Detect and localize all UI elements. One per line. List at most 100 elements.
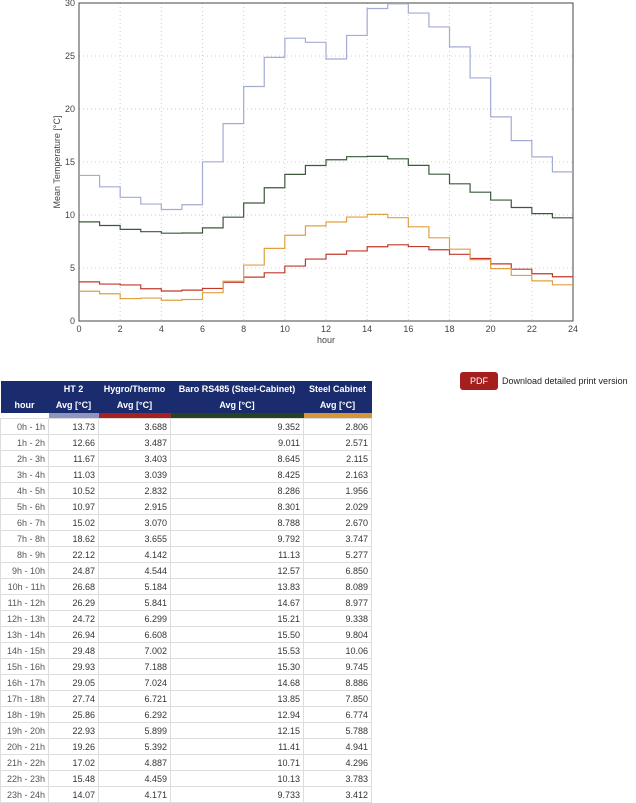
hour-cell: 11h - 12h <box>0 594 49 611</box>
hourly-table: HT 2 Hygro/Thermo Baro RS485 (Steel-Cabi… <box>0 381 372 803</box>
value-cell: 11.03 <box>48 466 99 483</box>
table-row: 9h - 10h 24.87 4.544 12.57 6.850 <box>0 562 372 579</box>
value-cell: 24.72 <box>48 610 99 627</box>
value-cell: 22.12 <box>48 546 99 563</box>
value-cell: 22.93 <box>48 722 99 739</box>
value-cell: 3.070 <box>98 514 171 531</box>
table-row: 2h - 3h 11.67 3.403 8.645 2.115 <box>0 450 372 467</box>
pdf-download[interactable]: PDF Download detailed print version <box>460 372 628 390</box>
value-cell: 1.956 <box>303 482 372 499</box>
color-strip <box>303 413 372 419</box>
value-cell: 9.745 <box>303 658 372 675</box>
value-cell: 4.941 <box>303 738 372 755</box>
value-cell: 3.747 <box>303 530 372 547</box>
hour-cell: 18h - 19h <box>0 706 49 723</box>
table-row: 6h - 7h 15.02 3.070 8.788 2.670 <box>0 514 372 531</box>
value-cell: 2.915 <box>98 498 171 515</box>
table-row: 22h - 23h 15.48 4.459 10.13 3.783 <box>0 770 372 787</box>
value-cell: 5.277 <box>303 546 372 563</box>
value-cell: 12.15 <box>170 722 304 739</box>
unit-hygro: Avg [°C] <box>98 397 171 413</box>
value-cell: 6.774 <box>303 706 372 723</box>
hour-cell: 15h - 16h <box>0 658 49 675</box>
color-strip <box>98 413 171 419</box>
value-cell: 2.670 <box>303 514 372 531</box>
table-row: 10h - 11h 26.68 5.184 13.83 8.089 <box>0 578 372 595</box>
unit-steel: Avg [°C] <box>303 397 372 413</box>
value-cell: 14.68 <box>170 674 304 691</box>
pdf-button[interactable]: PDF <box>460 372 498 390</box>
table-row: 23h - 24h 14.07 4.171 9.733 3.412 <box>0 786 372 803</box>
series-line-steel-cabinet <box>79 213 573 301</box>
value-cell: 11.13 <box>170 546 304 563</box>
unit-ht2: Avg [°C] <box>48 397 99 413</box>
value-cell: 26.68 <box>48 578 99 595</box>
pdf-download-link[interactable]: Download detailed print version <box>502 376 628 386</box>
value-cell: 3.688 <box>98 418 171 435</box>
value-cell: 26.29 <box>48 594 99 611</box>
value-cell: 12.66 <box>48 434 99 451</box>
value-cell: 8.286 <box>170 482 304 499</box>
x-tick-label: 4 <box>159 324 164 334</box>
value-cell: 15.21 <box>170 610 304 627</box>
hour-cell: 13h - 14h <box>0 626 49 643</box>
table-row: 12h - 13h 24.72 6.299 15.21 9.338 <box>0 610 372 627</box>
value-cell: 29.05 <box>48 674 99 691</box>
value-cell: 13.83 <box>170 578 304 595</box>
table-row: 16h - 17h 29.05 7.024 14.68 8.886 <box>0 674 372 691</box>
value-cell: 4.544 <box>98 562 171 579</box>
value-cell: 29.93 <box>48 658 99 675</box>
value-cell: 26.94 <box>48 626 99 643</box>
hour-cell: 19h - 20h <box>0 722 49 739</box>
table-row: 14h - 15h 29.48 7.002 15.53 10.06 <box>0 642 372 659</box>
value-cell: 5.841 <box>98 594 171 611</box>
value-cell: 5.392 <box>98 738 171 755</box>
series-line-ht-2 <box>79 3 573 211</box>
hour-cell: 9h - 10h <box>0 562 49 579</box>
table-row: 21h - 22h 17.02 4.887 10.71 4.296 <box>0 754 372 771</box>
value-cell: 9.338 <box>303 610 372 627</box>
x-tick-label: 2 <box>118 324 123 334</box>
value-cell: 12.94 <box>170 706 304 723</box>
table-row: 20h - 21h 19.26 5.392 11.41 4.941 <box>0 738 372 755</box>
value-cell: 8.977 <box>303 594 372 611</box>
x-tick-label: 16 <box>403 324 413 334</box>
value-cell: 9.352 <box>170 418 304 435</box>
value-cell: 8.645 <box>170 450 304 467</box>
value-cell: 2.163 <box>303 466 372 483</box>
y-tick-label: 5 <box>70 263 75 273</box>
col-baro: Baro RS485 (Steel-Cabinet) <box>170 381 304 397</box>
value-cell: 2.029 <box>303 498 372 515</box>
value-cell: 4.171 <box>98 786 171 803</box>
hour-cell: 4h - 5h <box>0 482 49 499</box>
value-cell: 11.67 <box>48 450 99 467</box>
table-row: 5h - 6h 10.97 2.915 8.301 2.029 <box>0 498 372 515</box>
x-tick-label: 22 <box>527 324 537 334</box>
temperature-chart: 0 2 4 6 8 10 12 14 16 18 20 22 24051015202530hourMea… <box>52 0 578 345</box>
hour-cell: 21h - 22h <box>0 754 49 771</box>
value-cell: 10.71 <box>170 754 304 771</box>
x-axis-label: hour <box>317 335 335 345</box>
x-tick-label: 20 <box>486 324 496 334</box>
value-cell: 9.011 <box>170 434 304 451</box>
value-cell: 12.57 <box>170 562 304 579</box>
plot-frame <box>78 2 574 322</box>
value-cell: 6.850 <box>303 562 372 579</box>
value-cell: 24.87 <box>48 562 99 579</box>
value-cell: 3.412 <box>303 786 372 803</box>
table-row: 19h - 20h 22.93 5.899 12.15 5.788 <box>0 722 372 739</box>
value-cell: 15.02 <box>48 514 99 531</box>
hour-cell: 23h - 24h <box>0 786 49 803</box>
value-cell: 5.788 <box>303 722 372 739</box>
value-cell: 9.792 <box>170 530 304 547</box>
header-blank <box>0 381 49 397</box>
col-steel: Steel Cabinet <box>303 381 372 397</box>
series-line-baro-rs485-steel-cabinet- <box>79 155 573 234</box>
value-cell: 3.783 <box>303 770 372 787</box>
value-cell: 27.74 <box>48 690 99 707</box>
value-cell: 5.899 <box>98 722 171 739</box>
hour-cell: 20h - 21h <box>0 738 49 755</box>
table-row: 18h - 19h 25.86 6.292 12.94 6.774 <box>0 706 372 723</box>
y-tick-label: 30 <box>65 0 75 8</box>
table-row: 3h - 4h 11.03 3.039 8.425 2.163 <box>0 466 372 483</box>
